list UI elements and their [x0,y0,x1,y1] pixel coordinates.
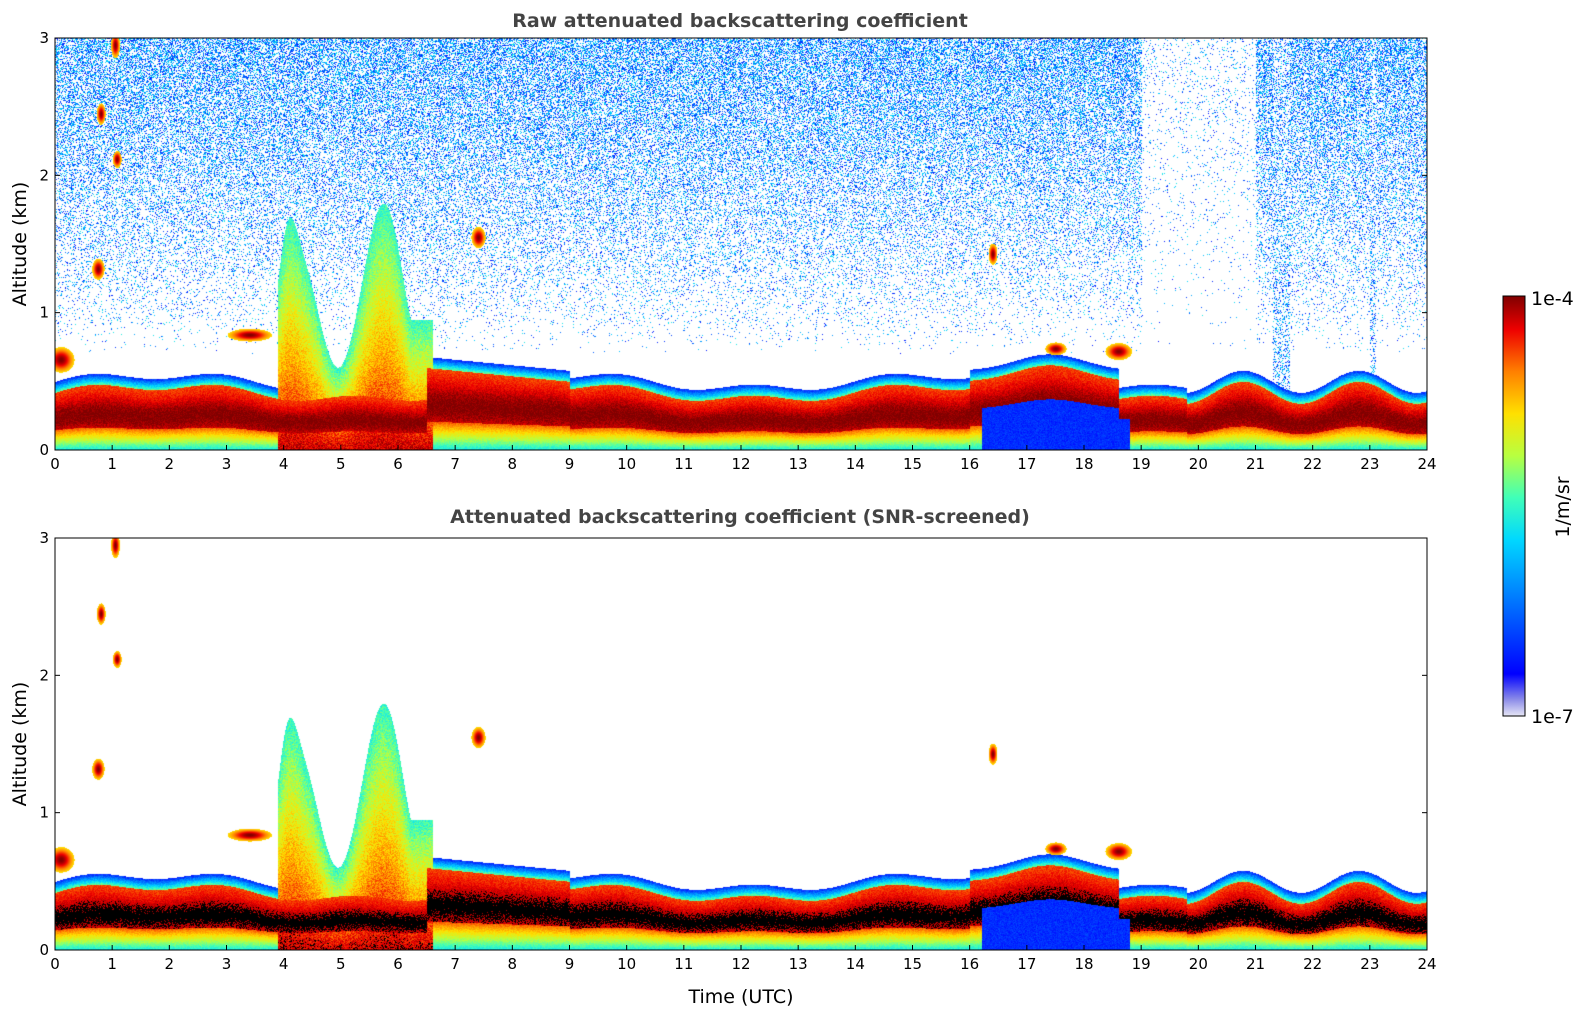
panel-screened-y-label: Altitude (km) [9,682,31,807]
y-tick-label: 1 [39,804,49,822]
panel-screened-x-label: Time (UTC) [687,986,793,1008]
y-tick-label: 3 [39,529,49,547]
panel-raw-y-ticks: 0 1 2 3 [39,29,1427,459]
x-tick-label: 17 [1017,455,1036,473]
x-tick-label: 19 [1132,455,1151,473]
y-tick-label: 1 [39,304,49,322]
x-tick-label: 15 [903,455,922,473]
x-tick-label: 10 [617,955,636,973]
x-tick-label: 5 [336,955,346,973]
x-tick-label: 21 [1246,455,1265,473]
x-tick-label: 0 [50,455,60,473]
x-tick-label: 2 [165,455,175,473]
x-tick-label: 23 [1360,455,1379,473]
x-tick-label: 12 [731,455,750,473]
x-tick-label: 11 [674,455,693,473]
panel-screened-heatmap [55,538,1427,950]
x-tick-label: 7 [450,955,460,973]
colorbar-max-label: 1e-4 [1531,288,1574,310]
x-tick-label: 16 [960,455,979,473]
panel-raw-heatmap [55,38,1427,450]
x-tick-label: 23 [1360,955,1379,973]
x-tick-label: 18 [1074,455,1093,473]
y-tick-label: 0 [39,441,49,459]
x-tick-label: 8 [508,455,518,473]
x-tick-label: 9 [565,455,575,473]
x-tick-label: 14 [846,455,865,473]
panel-raw-x-ticks: 0 1 2 3 4 5 6 7 8 9 10 11 12 13 14 15 16 17 18 19 20 21 22 23 24 [50,445,1437,473]
panel-raw-y-label: Altitude (km) [9,182,31,307]
x-tick-label: 8 [508,955,518,973]
x-tick-label: 7 [450,455,460,473]
panel-raw: Raw attenuated backscattering coefficien… [9,10,1437,473]
x-tick-label: 0 [50,955,60,973]
x-tick-label: 1 [107,955,117,973]
y-tick-label: 3 [39,29,49,47]
y-tick-label: 0 [39,941,49,959]
x-tick-label: 13 [789,955,808,973]
x-tick-label: 4 [279,455,289,473]
x-tick-label: 20 [1189,955,1208,973]
colorbar-unit-label: 1/m/sr [1552,476,1574,537]
x-tick-label: 13 [789,455,808,473]
colorbar-gradient [1502,295,1526,717]
x-tick-label: 5 [336,455,346,473]
colorbar: 1e-4 1e-7 1/m/sr [1502,288,1574,728]
x-tick-label: 20 [1189,455,1208,473]
x-tick-label: 22 [1303,955,1322,973]
x-tick-label: 9 [565,955,575,973]
panel-screened: Attenuated backscattering coefficient (S… [9,506,1437,1008]
x-tick-label: 15 [903,955,922,973]
x-tick-label: 3 [222,955,232,973]
x-tick-label: 11 [674,955,693,973]
x-tick-label: 1 [107,455,117,473]
panel-screened-y-ticks: 0 1 2 3 [39,529,1427,959]
x-tick-label: 18 [1074,955,1093,973]
colorbar-min-label: 1e-7 [1531,706,1574,728]
x-tick-label: 19 [1132,955,1151,973]
x-tick-label: 24 [1417,455,1436,473]
x-tick-label: 2 [165,955,175,973]
x-tick-label: 14 [846,955,865,973]
x-tick-label: 6 [393,455,403,473]
x-tick-label: 3 [222,455,232,473]
panel-screened-title: Attenuated backscattering coefficient (S… [450,506,1030,528]
panel-raw-title: Raw attenuated backscattering coefficien… [512,10,968,32]
x-tick-label: 21 [1246,955,1265,973]
y-tick-label: 2 [39,666,49,684]
x-tick-label: 24 [1417,955,1436,973]
x-tick-label: 10 [617,455,636,473]
y-tick-label: 2 [39,166,49,184]
panel-screened-x-ticks: 0 1 2 3 4 5 6 7 8 9 10 11 12 13 14 15 16 17 18 19 20 21 22 23 24 [50,945,1437,973]
x-tick-label: 12 [731,955,750,973]
x-tick-label: 22 [1303,455,1322,473]
x-tick-label: 6 [393,955,403,973]
x-tick-label: 17 [1017,955,1036,973]
x-tick-label: 16 [960,955,979,973]
x-tick-label: 4 [279,955,289,973]
